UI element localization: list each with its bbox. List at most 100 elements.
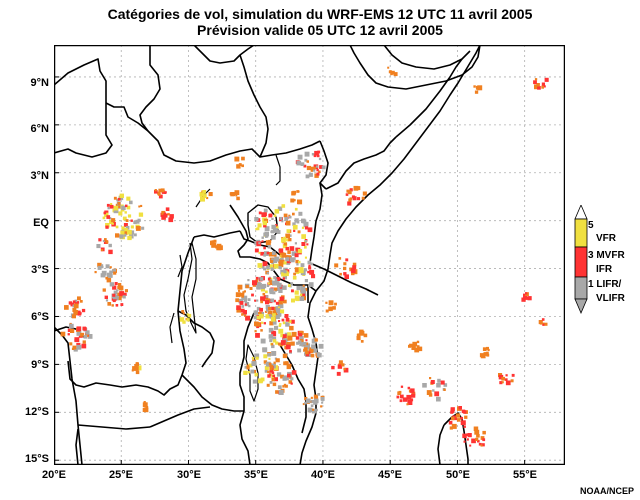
category-cell [318,343,324,349]
category-cell [299,296,305,301]
category-cell [291,370,297,375]
category-cell [253,310,259,315]
category-cell [310,262,314,266]
category-cell [277,303,281,307]
category-cell [286,341,291,347]
category-cell [542,323,545,326]
category-cell [541,86,544,89]
category-cell [416,345,420,348]
category-cell [60,331,66,337]
category-cell [339,272,342,276]
category-cell [313,154,317,158]
credit-label: NOAA/NCEP [579,486,634,496]
category-cell [252,280,257,286]
category-cell [251,293,254,297]
category-cell [73,310,79,315]
category-cell [255,333,260,338]
category-cell [285,246,289,251]
category-cell [272,313,276,317]
category-cell [256,299,259,302]
category-cell [112,269,116,274]
category-cell [270,298,275,303]
category-cell [440,380,445,385]
category-cell [317,150,321,154]
category-cell [260,338,266,344]
category-cell [262,220,267,226]
category-cell [347,201,352,206]
legend-label-5: 5 [588,220,594,231]
flight-category-cells [60,66,549,447]
category-cell [136,365,142,371]
category-cell [297,154,303,160]
category-cell [260,296,265,302]
category-cell [313,348,318,353]
category-cell [314,173,319,178]
y-label-eq: EQ [33,217,49,229]
category-cell [505,378,508,381]
category-cell [247,298,251,301]
category-cell [430,380,435,384]
x-label-35e: 35°E [244,469,268,481]
category-cell [467,433,472,438]
category-cell [309,269,315,275]
category-cell [157,192,161,196]
category-cell [255,228,258,231]
category-cell [266,271,269,274]
category-cell [186,318,190,322]
category-cell [130,219,133,222]
category-cell [74,337,80,343]
category-cell [127,235,132,241]
country-borders [54,45,481,465]
category-cell [115,304,119,307]
category-cell [292,224,298,230]
category-cell [391,70,395,75]
category-cell [265,290,268,294]
category-cell [349,188,353,192]
category-cell [269,280,272,283]
category-cell [469,444,472,447]
category-cell [213,239,217,243]
category-cell [127,229,132,235]
category-cell [279,323,282,326]
border-b [105,102,321,164]
category-cell [426,390,432,395]
category-cell [267,245,272,249]
category-cell [410,388,415,393]
category-cell [282,285,287,290]
category-cell [100,273,105,278]
category-cell [111,218,116,223]
category-cell [288,214,291,217]
category-cell [118,285,124,291]
category-cell [108,273,113,278]
category-cell [542,322,545,325]
category-cell [113,205,119,211]
category-cell [135,226,141,231]
category-cell [301,234,306,239]
category-cell [267,353,271,357]
category-cell [286,229,291,233]
category-cell [300,293,303,296]
category-cell [103,275,106,278]
category-cell [253,315,258,320]
border-f [239,54,269,158]
category-cell [274,287,278,291]
category-cell [285,318,290,322]
category-cell [247,371,251,374]
category-cell [266,284,270,287]
category-cell [306,160,309,163]
category-cell [72,345,77,350]
category-cell [407,386,411,390]
category-cell [164,192,167,194]
category-cell [111,222,114,225]
category-cell [254,299,257,302]
category-cell [429,377,432,380]
category-cell [310,349,314,353]
category-cell [331,365,335,370]
category-cell [299,335,304,340]
category-cell [246,366,250,370]
category-cell [81,308,86,313]
category-cell [267,277,271,281]
category-cell [245,284,249,289]
category-cell [252,283,256,287]
category-cell [450,407,455,412]
